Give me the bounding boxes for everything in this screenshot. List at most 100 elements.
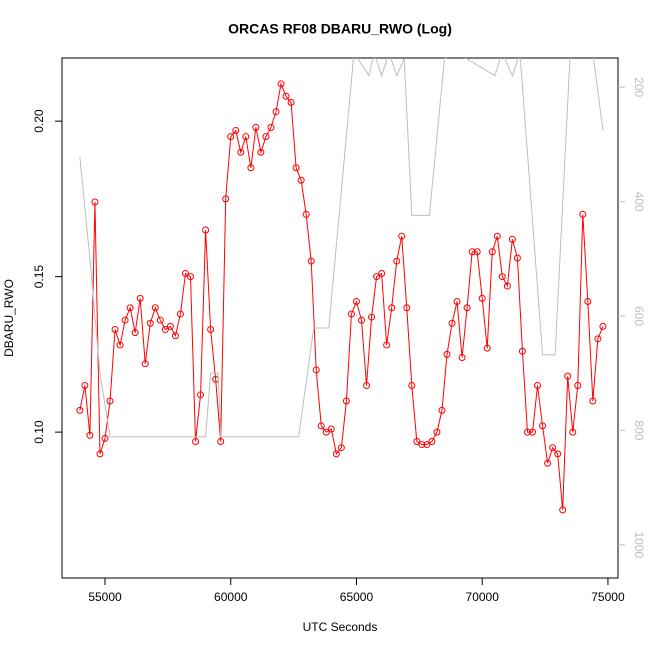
point: [171, 332, 179, 340]
point: [317, 422, 325, 430]
point: [564, 372, 572, 380]
plot-area: [76, 58, 607, 514]
point: [181, 270, 189, 278]
point: [584, 298, 592, 306]
point: [549, 444, 557, 452]
point: [523, 428, 531, 436]
point: [96, 450, 104, 458]
point: [569, 428, 577, 436]
point: [378, 270, 386, 278]
point: [91, 198, 99, 206]
point: [529, 428, 537, 436]
point: [468, 248, 476, 256]
point: [101, 434, 109, 442]
point: [272, 108, 280, 116]
point: [197, 391, 205, 399]
point: [202, 226, 210, 234]
point: [292, 164, 300, 172]
point: [534, 381, 542, 389]
point: [463, 304, 471, 312]
point: [217, 437, 225, 445]
point: [418, 441, 426, 449]
point: [433, 428, 441, 436]
point: [363, 381, 371, 389]
point: [151, 304, 159, 312]
point: [493, 232, 501, 240]
point: [262, 133, 270, 141]
point: [342, 397, 350, 405]
point: [81, 381, 89, 389]
point: [242, 133, 250, 141]
point: [161, 326, 169, 334]
point: [287, 98, 295, 106]
point: [443, 350, 451, 358]
point: [332, 450, 340, 458]
point: [554, 450, 562, 458]
point: [136, 294, 144, 302]
point: [156, 316, 164, 324]
plot-box: [61, 57, 619, 579]
point: [227, 133, 235, 141]
point: [413, 437, 421, 445]
y2-tick-label: 200: [632, 77, 646, 97]
point: [513, 254, 521, 262]
y-tick-label: 0.20: [32, 109, 46, 133]
point: [282, 92, 290, 100]
point: [327, 425, 335, 433]
point: [544, 459, 552, 467]
point: [539, 422, 547, 430]
point: [594, 335, 602, 343]
point: [187, 273, 195, 281]
point: [383, 341, 391, 349]
point: [403, 304, 411, 312]
chart-title: ORCAS RF08 DBARU_RWO (Log): [228, 21, 452, 37]
point: [141, 360, 149, 368]
x-tick-label: 70000: [466, 590, 500, 604]
point: [106, 397, 114, 405]
point: [358, 316, 366, 324]
point: [86, 431, 94, 439]
point: [503, 282, 511, 290]
x-tick-label: 60000: [214, 590, 248, 604]
point: [277, 80, 285, 88]
point: [488, 248, 496, 256]
point: [508, 235, 516, 243]
point: [126, 304, 134, 312]
x-tick-label: 55000: [88, 590, 122, 604]
point: [222, 195, 230, 203]
y-tick-label: 0.10: [32, 420, 46, 444]
x-tick-label: 65000: [340, 590, 374, 604]
series-line: [79, 58, 604, 438]
point: [408, 381, 416, 389]
point: [131, 329, 139, 337]
point: [347, 310, 355, 318]
point: [388, 304, 396, 312]
point: [352, 298, 360, 306]
point: [207, 326, 215, 334]
point: [267, 123, 275, 131]
point: [297, 176, 305, 184]
y2-tick-label: 800: [632, 420, 646, 440]
point: [302, 210, 310, 218]
x-tick-label: 75000: [591, 590, 625, 604]
series-line: [79, 82, 604, 510]
point: [589, 397, 597, 405]
point: [257, 148, 265, 156]
point: [448, 319, 456, 327]
point: [458, 353, 466, 361]
point: [473, 248, 481, 256]
point: [166, 322, 174, 330]
point: [146, 319, 154, 327]
y-tick-label: 0.15: [32, 265, 46, 289]
y2-tick-label: 400: [632, 192, 646, 212]
point: [312, 366, 320, 374]
point: [373, 273, 381, 281]
point: [498, 273, 506, 281]
point: [368, 313, 376, 321]
point: [599, 322, 607, 330]
point: [518, 347, 526, 355]
point: [398, 232, 406, 240]
point: [192, 437, 200, 445]
point: [337, 444, 345, 452]
